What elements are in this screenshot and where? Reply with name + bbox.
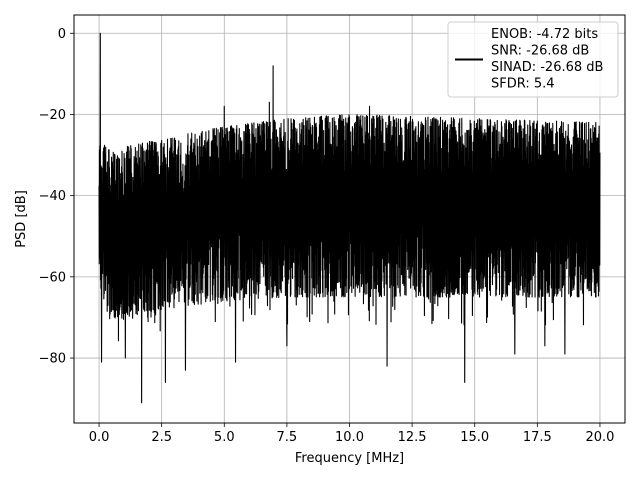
x-tick-label: 17.5 bbox=[523, 430, 552, 445]
y-axis: 0 −20 −40 −60 −80 bbox=[39, 27, 74, 367]
psd-series-line bbox=[98, 32, 601, 404]
x-tick-label: 0.0 bbox=[89, 430, 110, 445]
y-axis-label: PSD [dB] bbox=[14, 190, 29, 248]
x-tick-label: 12.5 bbox=[398, 430, 427, 445]
y-tick-label: −40 bbox=[39, 189, 66, 204]
x-tick-label: 20.0 bbox=[585, 430, 614, 445]
x-tick-label: 10.0 bbox=[335, 430, 364, 445]
legend-entry-line: SINAD: -26.68 dB bbox=[491, 60, 603, 75]
x-tick-label: 5.0 bbox=[214, 430, 235, 445]
series-layer bbox=[98, 32, 601, 404]
y-tick-label: −20 bbox=[39, 108, 66, 123]
x-tick-label: 15.0 bbox=[460, 430, 489, 445]
y-tick-label: −60 bbox=[39, 270, 66, 285]
y-tick-label: −80 bbox=[39, 352, 66, 367]
x-axis: 0.0 2.5 5.0 7.5 10.0 12.5 15.0 17.5 20.0 bbox=[89, 423, 614, 445]
y-tick-label: 0 bbox=[58, 27, 66, 42]
x-axis-label: Frequency [MHz] bbox=[295, 451, 404, 466]
legend-box bbox=[447, 21, 619, 98]
x-tick-label: 2.5 bbox=[151, 430, 172, 445]
x-tick-label: 7.5 bbox=[277, 430, 298, 445]
legend-entry-line: ENOB: -4.72 bits bbox=[491, 27, 598, 42]
legend-entry-line: SNR: -26.68 dB bbox=[491, 44, 589, 59]
legend-entry-line: SFDR: 5.4 bbox=[491, 77, 555, 92]
